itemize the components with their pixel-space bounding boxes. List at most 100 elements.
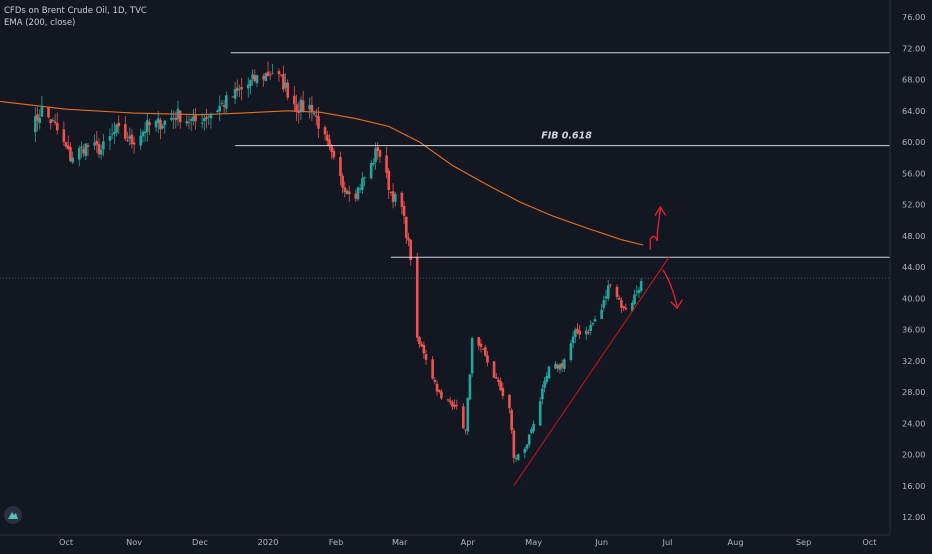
y-tick-label: 60.00	[902, 137, 925, 147]
candle-body	[218, 105, 222, 112]
candle-body	[301, 100, 305, 111]
indicator-label[interactable]: EMA (200, close)	[4, 18, 76, 28]
candle-body	[369, 163, 373, 179]
candle-body	[293, 95, 296, 105]
candle-body	[600, 309, 603, 319]
y-tick-label: 68.00	[902, 75, 925, 85]
candle-body	[389, 192, 393, 193]
y-tick-label: 16.00	[902, 481, 925, 491]
candle-body	[77, 148, 81, 160]
candle-body	[400, 192, 404, 207]
candle-body	[40, 105, 44, 117]
candle-body	[154, 120, 158, 128]
up-arrow-drawing[interactable]	[649, 208, 661, 250]
candle-body	[268, 74, 272, 76]
price-axis[interactable]: 76.00 72.00 68.00 64.00 60.00 56.00 52.00 48.00…	[889, 0, 932, 550]
ema-200-line	[0, 100, 644, 246]
candle-body	[128, 135, 132, 139]
candle-body	[631, 302, 634, 312]
candle-body	[484, 347, 487, 356]
candles	[34, 61, 643, 464]
drawings: FIB 0.618	[513, 131, 683, 487]
y-tick-label: 56.00	[902, 168, 925, 178]
candle-body	[325, 134, 329, 141]
y-tick-label: 44.00	[902, 262, 925, 272]
x-tick-label: Aug	[728, 537, 744, 547]
candle-body	[530, 429, 533, 433]
down-arrow-drawing[interactable]	[662, 269, 678, 307]
candle-body	[512, 430, 516, 458]
candle-body	[108, 136, 112, 141]
trendline[interactable]	[513, 255, 671, 487]
x-tick-label: Sep	[796, 537, 811, 547]
x-tick-label: Dec	[192, 537, 208, 547]
candle-body	[295, 104, 298, 112]
candle-body	[282, 74, 285, 90]
candle-body	[446, 399, 450, 401]
x-tick-label: Apr	[461, 537, 476, 547]
candle-body	[345, 190, 349, 194]
candle-body	[95, 140, 99, 145]
candle-body	[437, 389, 441, 392]
candle-body	[317, 116, 320, 129]
candle-body	[297, 110, 301, 113]
candle-body	[435, 383, 439, 392]
candle-body	[238, 89, 241, 91]
candle-body	[192, 116, 195, 122]
candle-body	[53, 121, 57, 123]
fib-label[interactable]: FIB 0.618	[541, 131, 592, 142]
candle-body	[470, 338, 474, 374]
candle-body	[527, 434, 531, 445]
candle-body	[486, 355, 489, 363]
y-tick-label: 76.00	[902, 12, 925, 22]
candle-body	[207, 116, 211, 118]
candle-body	[418, 337, 421, 345]
candle-body	[497, 379, 500, 382]
candle-body	[606, 285, 610, 299]
candle-body	[36, 114, 39, 121]
candle-body	[361, 178, 364, 191]
candle-body	[332, 150, 336, 158]
candle-body	[409, 239, 412, 261]
tradingview-logo-icon[interactable]	[4, 506, 22, 524]
candle-body	[538, 401, 542, 426]
candle-body	[343, 187, 347, 193]
candle-body	[635, 291, 639, 293]
candle-body	[330, 146, 333, 153]
candle-body	[249, 79, 252, 86]
x-tick-label: Feb	[329, 537, 344, 547]
candle-body	[556, 365, 560, 369]
candle-body	[62, 129, 66, 142]
candle-body	[464, 429, 467, 431]
candle-body	[314, 115, 318, 117]
candle-body	[271, 73, 274, 75]
candle-body	[82, 148, 85, 154]
candle-body	[341, 175, 344, 188]
candle-body	[124, 124, 127, 139]
x-tick-label: Oct	[59, 537, 74, 547]
candle-body	[253, 74, 257, 82]
candle-body	[233, 89, 237, 99]
candle-body	[587, 332, 590, 333]
horizontal-levels: 71.4359.5345.2542.5812:15:39	[0, 46, 932, 297]
symbol-title[interactable]: CFDs on Brent Crude Oil, 1D, TVC	[4, 6, 147, 16]
candle-body	[510, 409, 513, 431]
y-tick-label: 24.00	[902, 418, 925, 428]
candle-body	[541, 388, 544, 400]
candle-body	[560, 363, 564, 368]
candle-body	[69, 146, 72, 161]
y-tick-label: 64.00	[902, 106, 925, 116]
candle-body	[358, 188, 362, 190]
candle-body	[499, 381, 502, 391]
candle-body	[172, 118, 175, 119]
candle-body	[51, 119, 55, 121]
candle-body	[466, 398, 470, 432]
candle-body	[356, 187, 360, 200]
time-axis[interactable]: Oct Nov Dec 2020 Feb Mar Apr May Jun Jul Aug Sep Oct	[0, 534, 890, 547]
candle-body	[363, 177, 366, 179]
candle-body	[222, 105, 226, 107]
down-arrow-head	[670, 299, 683, 310]
candle-body	[516, 454, 520, 460]
